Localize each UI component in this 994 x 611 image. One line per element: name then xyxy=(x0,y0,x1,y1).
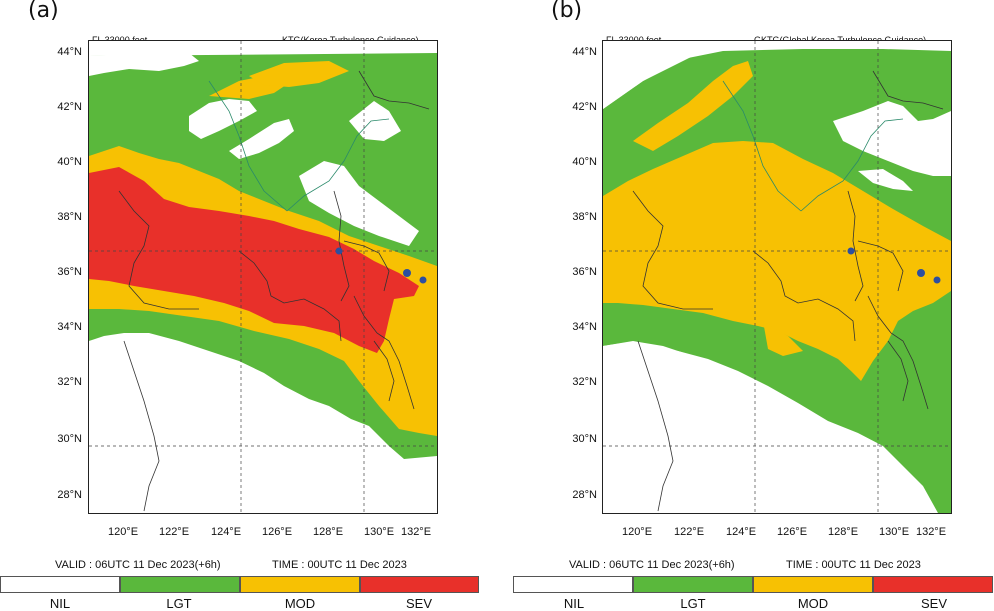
panel-b-lat-tick: 32°N xyxy=(572,376,597,388)
panel-a-lon-tick: 120°E xyxy=(107,526,139,538)
panel-a-lat-tick: 28°N xyxy=(57,489,82,501)
colorbar-label-sev: SEV xyxy=(405,596,432,611)
panel-b-letter: (b) xyxy=(551,0,583,23)
colorbar-label-lgt: LGT xyxy=(680,596,706,611)
panel-a-lon-tick: 132°E xyxy=(400,526,432,538)
colorbar-label-nil: NIL xyxy=(563,596,585,611)
colorbar-swatch-lgt xyxy=(633,576,753,593)
panel-b-lon-tick: 122°E xyxy=(673,526,705,538)
panel-a-lon-tick: 128°E xyxy=(312,526,344,538)
panel-b-lat-tick: 28°N xyxy=(572,489,597,501)
panel-a-lon-tick: 124°E xyxy=(210,526,242,538)
panel-b-lat-tick: 38°N xyxy=(572,211,597,223)
panel-a-turbulence-field xyxy=(89,41,437,513)
colorbar-swatch-mod xyxy=(753,576,873,593)
colorbar-label-mod: MOD xyxy=(797,596,829,611)
panel-a-letter: (a) xyxy=(28,0,59,23)
panel-a-valid-time: VALID : 06UTC 11 Dec 2023(+6h) xyxy=(55,559,221,571)
colorbar-swatch-sev xyxy=(873,576,993,593)
panel-a-lat-tick: 38°N xyxy=(57,211,82,223)
panel-b-lat-tick: 42°N xyxy=(572,101,597,113)
panel-a-lat-tick: 40°N xyxy=(57,156,82,168)
colorbar-label-lgt: LGT xyxy=(166,596,192,611)
colorbar-label-mod: MOD xyxy=(284,596,316,611)
panel-b-lat-tick: 30°N xyxy=(572,433,597,445)
panel-b-lat-tick: 36°N xyxy=(572,266,597,278)
panel-b-lon-tick: 126°E xyxy=(776,526,808,538)
panel-a-colorbar xyxy=(0,576,479,593)
panel-a-map xyxy=(88,40,438,514)
panel-b-colorbar xyxy=(513,576,993,593)
panel-a-lat-tick: 34°N xyxy=(57,321,82,333)
colorbar-swatch-nil xyxy=(0,576,120,593)
panel-b-init-time: TIME : 00UTC 11 Dec 2023 xyxy=(786,559,921,571)
colorbar-swatch-sev xyxy=(360,576,479,593)
panel-a-lat-tick: 32°N xyxy=(57,376,82,388)
panel-b-lon-tick: 124°E xyxy=(725,526,757,538)
panel-b-lon-tick: 120°E xyxy=(621,526,653,538)
panel-b-map xyxy=(602,40,952,514)
panel-b-lat-tick: 40°N xyxy=(572,156,597,168)
panel-b-turbulence-field xyxy=(603,41,951,513)
panel-a-lat-tick: 44°N xyxy=(57,46,82,58)
panel-a-lat-tick: 36°N xyxy=(57,266,82,278)
panel-a-lon-tick: 130°E xyxy=(363,526,395,538)
panel-b-lat-tick: 34°N xyxy=(572,321,597,333)
panel-b-lat-tick: 44°N xyxy=(572,46,597,58)
panel-a-lon-tick: 122°E xyxy=(158,526,190,538)
panel-b-lon-tick: 130°E xyxy=(878,526,910,538)
colorbar-swatch-nil xyxy=(513,576,633,593)
panel-a-init-time: TIME : 00UTC 11 Dec 2023 xyxy=(272,559,407,571)
colorbar-label-sev: SEV xyxy=(920,596,947,611)
panel-b-lon-tick: 132°E xyxy=(915,526,947,538)
panel-b-lon-tick: 128°E xyxy=(827,526,859,538)
panel-a-lat-tick: 42°N xyxy=(57,101,82,113)
panel-a-lat-tick: 30°N xyxy=(57,433,82,445)
colorbar-swatch-mod xyxy=(240,576,360,593)
colorbar-label-nil: NIL xyxy=(49,596,71,611)
panel-a-lon-tick: 126°E xyxy=(261,526,293,538)
panel-b-valid-time: VALID : 06UTC 11 Dec 2023(+6h) xyxy=(569,559,735,571)
colorbar-swatch-lgt xyxy=(120,576,240,593)
